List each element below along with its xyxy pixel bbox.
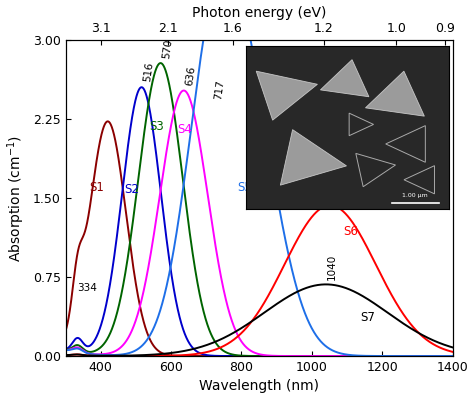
- Text: 516: 516: [142, 61, 155, 82]
- Text: S6: S6: [343, 225, 358, 238]
- Text: 1040: 1040: [327, 254, 337, 280]
- Text: S1: S1: [89, 181, 104, 194]
- Text: 820: 820: [249, 112, 262, 133]
- Text: S2: S2: [124, 183, 139, 196]
- Text: 1052: 1052: [331, 175, 341, 201]
- X-axis label: Photon energy (eV): Photon energy (eV): [192, 6, 326, 20]
- Text: 636: 636: [184, 65, 197, 86]
- Text: S7: S7: [361, 310, 375, 324]
- X-axis label: Wavelength (nm): Wavelength (nm): [199, 379, 319, 393]
- Text: 717: 717: [213, 79, 226, 100]
- Y-axis label: Absorption (cm$^{-1}$): Absorption (cm$^{-1}$): [6, 134, 27, 262]
- Text: 570: 570: [161, 38, 174, 59]
- Text: S3: S3: [149, 120, 164, 133]
- Text: 334: 334: [78, 283, 98, 293]
- Text: S5: S5: [237, 181, 252, 194]
- Text: S4: S4: [177, 123, 192, 136]
